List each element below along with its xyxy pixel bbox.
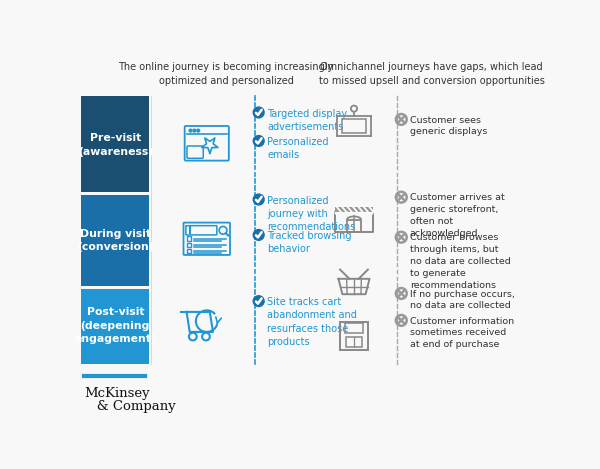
Bar <box>340 322 368 350</box>
Circle shape <box>253 229 264 240</box>
Circle shape <box>189 129 192 132</box>
Text: Omnichannel journeys have gaps, which lead
to missed upsell and conversion oppor: Omnichannel journeys have gaps, which le… <box>319 62 544 86</box>
Text: During visit
(conversion): During visit (conversion) <box>77 228 154 252</box>
Text: McKinsey: McKinsey <box>84 387 150 401</box>
Text: The online journey is becoming increasingly
optimized and personalized: The online journey is becoming increasin… <box>119 62 334 86</box>
Circle shape <box>197 129 200 132</box>
Text: Personalized
emails: Personalized emails <box>267 137 329 160</box>
Text: Targeted display
advertisements: Targeted display advertisements <box>267 109 347 132</box>
Text: Post-visit
(deepening
engagement): Post-visit (deepening engagement) <box>74 307 156 344</box>
Circle shape <box>253 107 264 118</box>
Bar <box>187 242 191 247</box>
Bar <box>346 337 362 347</box>
Text: Site tracks cart
abandonment and
resurfaces those
products: Site tracks cart abandonment and resurfa… <box>267 297 357 347</box>
Bar <box>81 193 149 287</box>
Text: & Company: & Company <box>84 401 176 414</box>
Text: If no purchase occurs,
no data are collected: If no purchase occurs, no data are colle… <box>410 289 515 310</box>
Circle shape <box>253 136 264 146</box>
Text: Customer arrives at
generic storefront,
often not
acknowledged: Customer arrives at generic storefront, … <box>410 193 505 238</box>
Text: Customer browses
through items, but
no data are collected
to generate
recommenda: Customer browses through items, but no d… <box>410 234 511 289</box>
Bar <box>81 287 149 364</box>
Bar <box>344 324 364 333</box>
Circle shape <box>253 194 264 205</box>
Bar <box>187 236 191 241</box>
Bar <box>81 192 149 195</box>
Bar <box>187 249 191 253</box>
Text: Pre-visit
(awareness): Pre-visit (awareness) <box>78 133 153 157</box>
Text: Tracked browsing
behavior: Tracked browsing behavior <box>267 231 352 254</box>
Circle shape <box>253 296 264 307</box>
Text: Customer sees
generic displays: Customer sees generic displays <box>410 115 487 136</box>
Bar <box>347 219 361 232</box>
Circle shape <box>193 129 196 132</box>
Text: Personalized
journey with
recommendations: Personalized journey with recommendation… <box>267 196 355 232</box>
Text: Customer information
sometimes received
at end of purchase: Customer information sometimes received … <box>410 317 514 349</box>
Bar <box>81 286 149 289</box>
Bar <box>81 96 149 193</box>
Bar <box>341 120 367 133</box>
